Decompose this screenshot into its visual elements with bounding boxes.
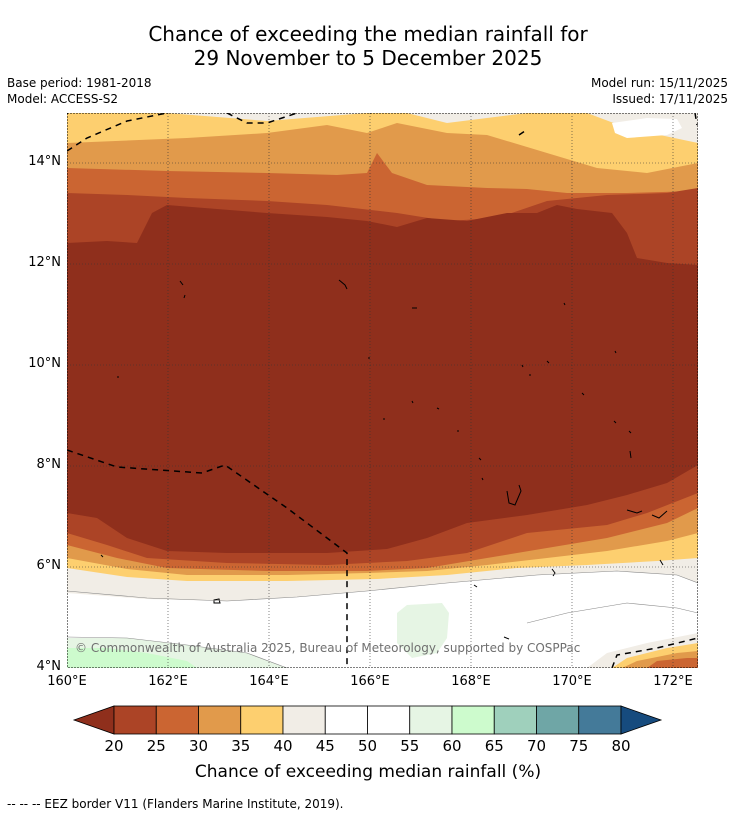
island [563,302,566,306]
band-north-below-20 [67,205,698,473]
band-se-25-30 [647,658,698,668]
map-svg [67,113,698,668]
chart-title: Chance of exceeding the median rainfall … [0,22,736,70]
island [551,568,556,577]
colorbar-tick-label: 80 [611,737,631,755]
issued-date: Issued: 17/11/2025 [612,92,728,106]
colorbar-tick-label: 70 [526,737,547,755]
lat-label-6n: 6°N [36,558,62,573]
island [521,360,550,376]
island [411,400,459,432]
colorbar-tick-label: 20 [104,737,124,755]
model-run: Model run: 15/11/2025 [590,76,728,90]
island [614,350,617,354]
contour-lines [67,570,698,668]
copyright-notice: © Commonwealth of Australia 2025, Bureau… [75,641,581,655]
eez-borders [67,113,698,668]
island [659,559,664,566]
eez-line-north [67,113,168,152]
colorbar-tick-label: 55 [400,737,420,755]
colorbar-tick-label: 40 [273,737,293,755]
islands [100,279,668,640]
lat-label-4n: 4°N [36,659,62,674]
contour-50 [526,602,698,624]
island [179,280,184,286]
meta-left: Base period: 1981-2018 Model: ACCESS-S2 [7,75,152,107]
island [613,420,632,459]
lon-label-166e: 166°E [350,674,390,689]
colorbar-swatch [536,705,580,735]
eez-line-se [611,637,698,668]
island [503,636,510,640]
colorbar-tick-label: 60 [442,737,462,755]
colorbar-arrow-low [72,705,115,735]
colorbar-swatch [155,705,199,735]
rainfall-map [67,113,698,668]
lon-label-164e: 164°E [249,674,289,689]
lon-label-160e: 160°E [47,674,87,689]
band-ne-45-55 [612,118,682,138]
island [473,584,478,588]
colorbar-tick-label: 45 [315,737,335,755]
band-south-55-60-patch [397,603,449,658]
colorbar-swatch [198,705,242,735]
lat-label-8n: 8°N [36,457,62,472]
model-name: Model: ACCESS-S2 [7,92,119,106]
eez-line-ne-edge [694,113,698,126]
lon-label-162e: 162°E [148,674,188,689]
island [338,279,348,290]
lat-label-12n: 12°N [28,255,61,270]
island [478,457,484,481]
colorbar-swatch [282,705,326,735]
lat-label-14n: 14°N [28,154,61,169]
colorbar-swatch [367,705,411,735]
colorbar-tick-label: 25 [146,737,166,755]
colorbar-tick-label: 35 [231,737,251,755]
island [506,484,522,506]
eez-line-ne [518,130,526,136]
colorbar-swatch [409,705,453,735]
colorbar-swatch [113,705,157,735]
meta-right: Model run: 15/11/2025 Issued: 17/11/2025 [591,75,728,107]
colorbar-swatch [451,705,495,735]
title-line-2: 29 November to 5 December 2025 [193,46,543,70]
lon-label-168e: 168°E [451,674,491,689]
colorbar-swatch [240,705,284,735]
band-south-45-55 [67,571,698,668]
colorbar-swatch [578,705,622,735]
colorbar-title: Chance of exceeding median rainfall (%) [194,762,542,782]
map-border [67,113,698,668]
graticule [67,113,698,668]
contour-55 [67,636,288,668]
eez-line-north-mid [226,113,298,124]
lon-label-172e: 172°E [653,674,693,689]
island [183,294,186,299]
colorbar-arrow-high [620,705,663,735]
island [213,598,221,604]
lon-label-170e: 170°E [552,674,592,689]
contour-45 [67,570,698,602]
eez-line-main [67,449,348,668]
lat-label-10n: 10°N [28,356,61,371]
island [626,509,668,519]
colorbar [72,705,663,735]
colorbar-swatch [324,705,368,735]
island [100,554,104,558]
colorbar-tick-label: 65 [484,737,504,755]
title-line-1: Chance of exceeding the median rainfall … [148,22,588,46]
island [581,392,585,396]
base-period: Base period: 1981-2018 [7,76,152,90]
band-south-60-65-west [67,648,197,668]
colorbar-tick-label: 50 [357,737,378,755]
colorbar-swatch [493,705,537,735]
eez-footnote: -- -- -- EEZ border V11 (Flanders Marine… [7,797,344,811]
colorbar-tick-label: 30 [188,737,209,755]
colorbar-tick-label: 75 [569,737,589,755]
